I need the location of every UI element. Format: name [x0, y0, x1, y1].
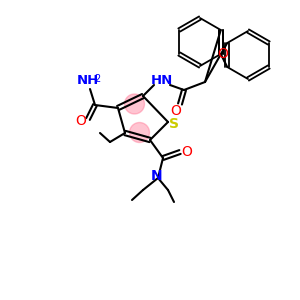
Text: O: O: [218, 46, 228, 61]
Text: S: S: [169, 117, 179, 131]
Circle shape: [130, 122, 149, 142]
Text: N: N: [151, 169, 163, 183]
Text: O: O: [182, 145, 192, 159]
Text: HN: HN: [151, 74, 173, 88]
Text: NH: NH: [77, 74, 99, 88]
Circle shape: [124, 94, 145, 114]
Text: O: O: [171, 104, 182, 118]
Text: O: O: [76, 114, 86, 128]
Text: 2: 2: [94, 74, 100, 84]
